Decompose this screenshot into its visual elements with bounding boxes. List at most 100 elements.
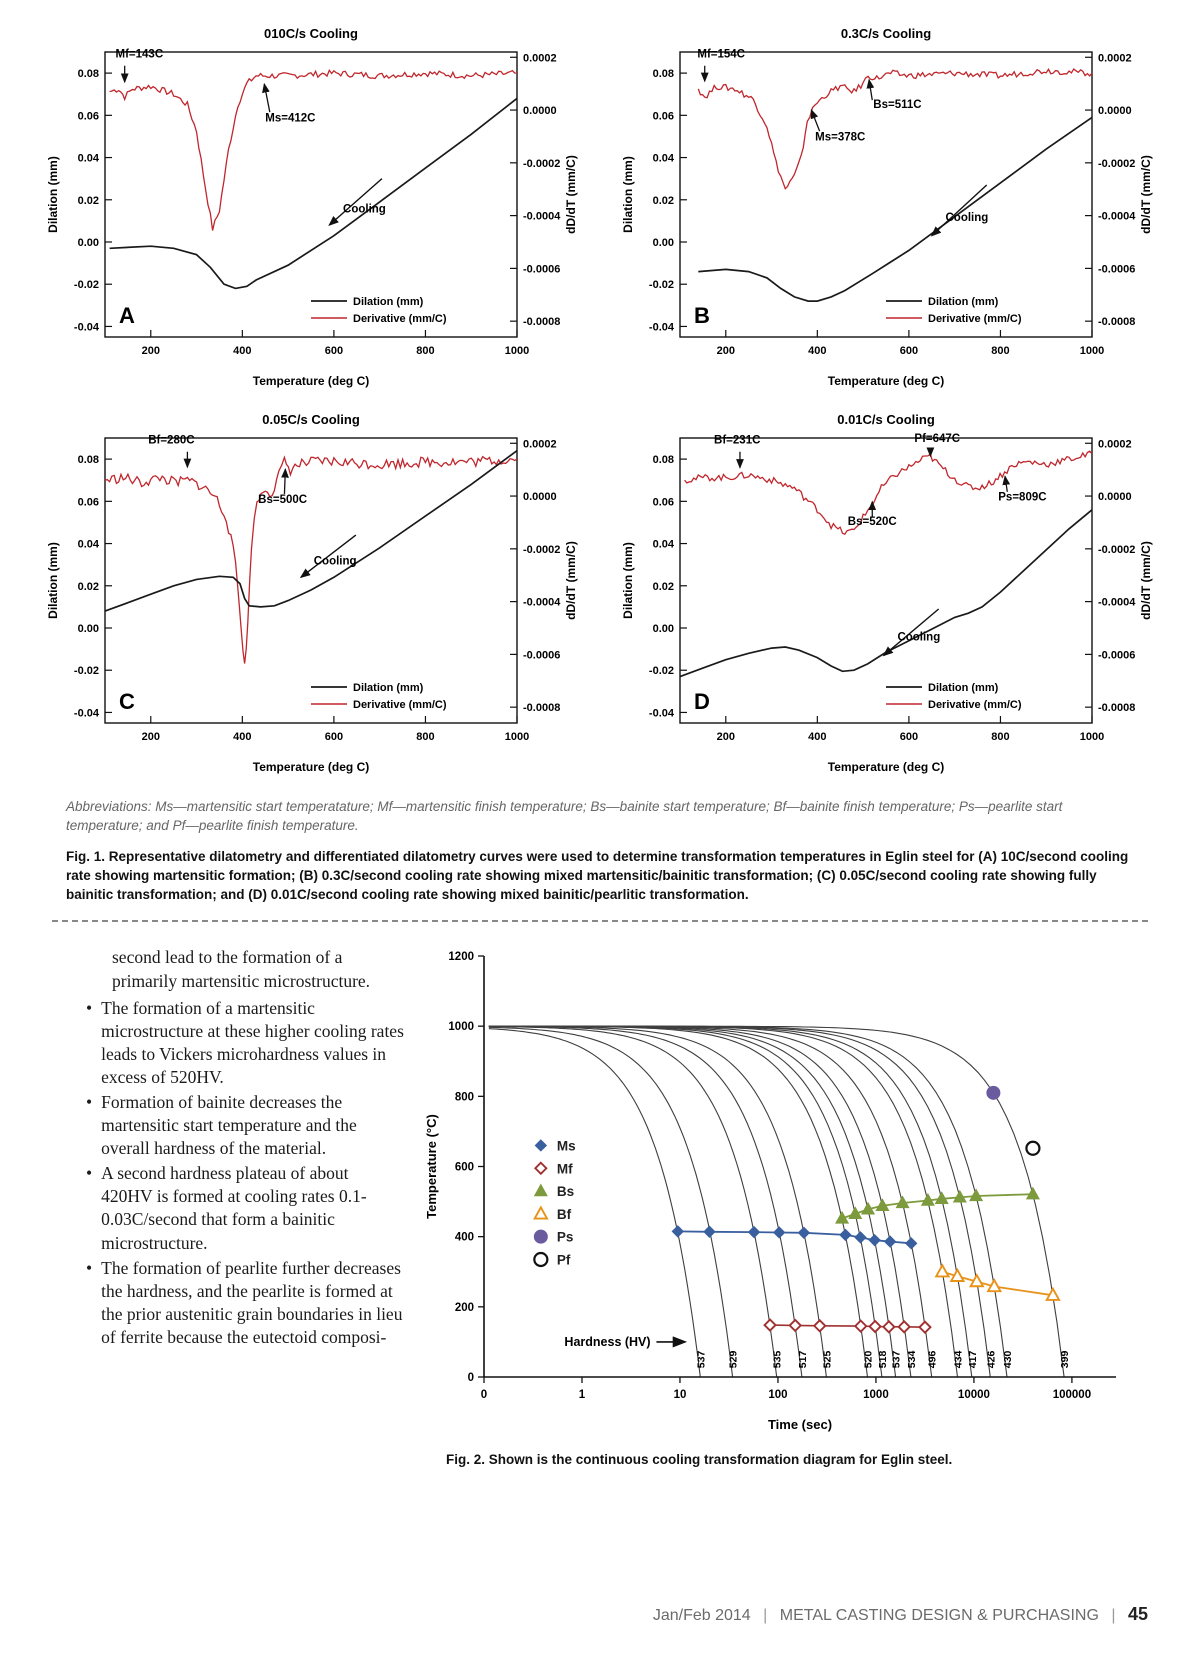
svg-text:-0.0006: -0.0006 — [1098, 649, 1135, 661]
fig1-panels: 010C/s Cooling 200 400 600 800 1000 Temperatur… — [0, 0, 1200, 788]
dilatometry-chart-c: 0.05C/s Cooling 200 400 600 800 1000 Temperatu… — [46, 412, 578, 774]
bullet-marker: • — [86, 1257, 93, 1278]
bullet-item: • Formation of bainite decreases the mart… — [86, 1091, 404, 1160]
svg-text:-0.0008: -0.0008 — [1098, 702, 1135, 714]
svg-text:0.08: 0.08 — [77, 454, 98, 466]
svg-text:Bf=280C: Bf=280C — [148, 434, 194, 446]
svg-text:Dilation (mm): Dilation (mm) — [928, 296, 999, 308]
svg-text:Derivative (mm/C): Derivative (mm/C) — [928, 699, 1022, 711]
svg-text:Ps: Ps — [557, 1230, 574, 1245]
fig1-panel-c: 0.05C/s Cooling 200 400 600 800 1000 Temperatu… — [43, 408, 583, 788]
svg-text:-0.02: -0.02 — [648, 279, 673, 291]
svg-text:400: 400 — [808, 345, 826, 357]
svg-text:1000: 1000 — [448, 1022, 474, 1034]
svg-text:434: 434 — [953, 1351, 965, 1369]
svg-text:-0.0002: -0.0002 — [523, 158, 560, 170]
panel-letter: B — [694, 303, 710, 328]
derivative-series — [683, 450, 1092, 535]
svg-text:800: 800 — [416, 345, 434, 357]
svg-text:0.0000: 0.0000 — [523, 105, 557, 117]
svg-text:Mf=143C: Mf=143C — [115, 48, 163, 60]
page-footer: Jan/Feb 2014 | METAL CASTING DESIGN & PU… — [0, 1592, 1200, 1655]
svg-text:-0.04: -0.04 — [73, 321, 99, 333]
Bf-markers — [934, 1263, 1061, 1302]
svg-text:0.0000: 0.0000 — [1098, 105, 1132, 117]
x-axis-label: Temperature (deg C) — [827, 760, 943, 774]
Ps-markers — [986, 1086, 1001, 1101]
svg-text:426: 426 — [985, 1351, 997, 1369]
svg-text:0.00: 0.00 — [652, 237, 673, 249]
svg-text:0.08: 0.08 — [77, 68, 98, 80]
svg-text:0.06: 0.06 — [652, 496, 673, 508]
svg-text:200: 200 — [455, 1302, 474, 1314]
y-axis-right: 0.0002 0.0000 -0.0002 -0.0004 -0.0006 -0.0008… — [509, 438, 578, 714]
svg-text:1000: 1000 — [504, 731, 528, 743]
fig2-column: 537 529 535 517 525 520 518 537 534 496 434 417 426 4… — [418, 938, 1170, 1467]
svg-text:430: 430 — [1002, 1351, 1014, 1369]
cct-diagram-chart: 537 529 535 517 525 520 518 537 534 496 434 417 426 4… — [424, 951, 1116, 1432]
annotation: Ms=378C — [810, 108, 865, 144]
svg-text:-0.04: -0.04 — [648, 707, 674, 719]
svg-text:Ms=378C: Ms=378C — [815, 132, 865, 144]
svg-text:Cooling: Cooling — [945, 212, 988, 224]
y-axis-right: 0.0002 0.0000 -0.0002 -0.0004 -0.0006 -0.0008… — [1084, 52, 1153, 328]
cct-legend: Ms Mf Bs Bf Ps Pf — [533, 1139, 576, 1268]
svg-text:417: 417 — [967, 1351, 979, 1369]
annotation: Mf=154C — [697, 48, 745, 83]
svg-text:1200: 1200 — [448, 951, 474, 963]
bullet-text: A second hardness plateau of about 420HV… — [101, 1163, 367, 1253]
bullet-list: • The formation of a martensitic microstr… — [86, 997, 404, 1349]
panel-title: 010C/s Cooling — [264, 26, 358, 41]
svg-text:Cooling: Cooling — [313, 556, 356, 568]
y-axis-right-label: dD/dT (mm/C) — [564, 541, 578, 620]
svg-text:-0.0008: -0.0008 — [523, 316, 560, 328]
svg-text:518: 518 — [877, 1351, 889, 1369]
svg-text:1: 1 — [579, 1389, 586, 1401]
svg-text:0.06: 0.06 — [77, 110, 98, 122]
svg-text:Bf=231C: Bf=231C — [714, 434, 760, 446]
x-axis-label: Temperature (deg C) — [252, 760, 368, 774]
panel-title: 0.01C/s Cooling — [837, 412, 935, 427]
svg-text:-0.04: -0.04 — [648, 321, 674, 333]
Ms-markers — [671, 1225, 918, 1250]
y-axis-left-label: Dilation (mm) — [46, 156, 60, 233]
svg-text:Bs=500C: Bs=500C — [258, 494, 307, 506]
footer-issue: Jan/Feb 2014 — [652, 1607, 751, 1624]
y-axis-right: 0.0002 0.0000 -0.0002 -0.0004 -0.0006 -0.0008… — [1084, 438, 1153, 714]
svg-text:600: 600 — [899, 345, 917, 357]
annotation: Ms=412C — [261, 82, 315, 125]
y-axis-label: Temperature (°C) — [424, 1115, 439, 1220]
svg-text:Cooling: Cooling — [343, 203, 386, 215]
panel-legend: Dilation (mm) Derivative (mm/C) — [310, 296, 447, 325]
dilation-series — [109, 97, 518, 290]
cooling-arrow: Cooling — [327, 178, 386, 227]
svg-text:0.06: 0.06 — [77, 496, 98, 508]
panel-title: 0.05C/s Cooling — [262, 412, 360, 427]
x-axis-label: Temperature (deg C) — [827, 374, 943, 388]
bullet-item: • The formation of pearlite further decre… — [86, 1257, 404, 1349]
svg-text:399: 399 — [1059, 1351, 1071, 1369]
y-axis-left: 0.08 0.06 0.04 0.02 0.00 -0.02 -0.04 Dilation (… — [621, 454, 687, 719]
y-axis-left-label: Dilation (mm) — [46, 542, 60, 619]
svg-text:0.08: 0.08 — [652, 454, 673, 466]
svg-text:0.0002: 0.0002 — [523, 438, 557, 450]
svg-text:-0.0006: -0.0006 — [1098, 263, 1135, 275]
dilatometry-chart-d: 0.01C/s Cooling 200 400 600 800 1000 Temperatu… — [621, 412, 1153, 774]
svg-text:0.0002: 0.0002 — [1098, 52, 1132, 64]
Mf-markers — [763, 1318, 932, 1335]
svg-text:Derivative (mm/C): Derivative (mm/C) — [353, 313, 447, 325]
svg-text:-0.04: -0.04 — [73, 707, 99, 719]
svg-text:800: 800 — [416, 731, 434, 743]
axes — [483, 956, 1116, 1379]
x-axis: 200 400 600 800 1000 Temperature (deg C) — [141, 716, 529, 774]
Pf-markers — [1025, 1141, 1041, 1157]
footer-magazine: METAL CASTING DESIGN & PURCHASING — [779, 1607, 1099, 1624]
svg-text:0.02: 0.02 — [77, 581, 98, 593]
svg-text:0.04: 0.04 — [77, 153, 99, 165]
annotation: Bf=231C — [714, 434, 760, 469]
y-axis: 0 200 400 600 800 1000 1200 Temperature (°C) — [424, 951, 484, 1384]
panel-legend: Dilation (mm) Derivative (mm/C) — [310, 682, 446, 711]
abbreviations-note: Abbreviations: Ms—martensitic start temp… — [66, 799, 1063, 833]
svg-text:-0.0006: -0.0006 — [523, 649, 560, 661]
svg-text:1000: 1000 — [1079, 731, 1103, 743]
